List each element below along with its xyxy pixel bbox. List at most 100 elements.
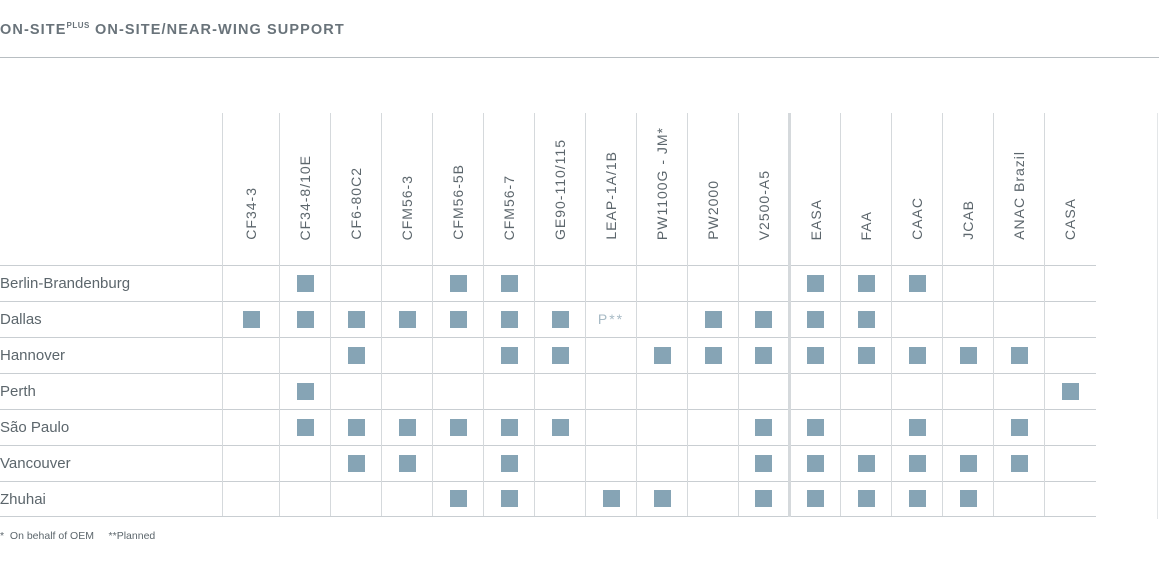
column-header: CFM56-5B bbox=[432, 113, 484, 266]
table-cell bbox=[381, 265, 433, 302]
support-mark-square-icon bbox=[959, 454, 977, 472]
column-header: CF6-80C2 bbox=[330, 113, 382, 266]
table-cell bbox=[432, 481, 484, 517]
table-cell bbox=[1044, 373, 1096, 410]
table-cell bbox=[993, 409, 1045, 446]
table-cell bbox=[942, 301, 994, 338]
column-header: FAA bbox=[840, 113, 892, 266]
table-cell bbox=[1044, 409, 1096, 446]
support-mark-square-icon bbox=[398, 310, 416, 328]
column-header-label: CF6-80C2 bbox=[348, 167, 364, 240]
table-cell bbox=[993, 337, 1045, 374]
table-cell bbox=[534, 481, 586, 517]
support-mark-square-icon bbox=[908, 346, 926, 364]
table-cell bbox=[891, 373, 943, 410]
table-cell bbox=[534, 373, 586, 410]
table-cell bbox=[381, 337, 433, 374]
support-mark-square-icon bbox=[551, 418, 569, 436]
table-cell bbox=[585, 265, 637, 302]
table-cell bbox=[738, 265, 790, 302]
table-cell bbox=[738, 445, 790, 482]
column-header-label: CF34-3 bbox=[243, 187, 259, 240]
table-cell bbox=[788, 445, 841, 482]
table-cell bbox=[534, 301, 586, 338]
table-cell bbox=[381, 373, 433, 410]
column-header-label: CFM56-7 bbox=[501, 174, 517, 240]
support-mark-square-icon bbox=[857, 490, 875, 508]
column-header-label: PW2000 bbox=[705, 180, 721, 240]
column-header: LEAP-1A/1B bbox=[585, 113, 637, 266]
table-row: Hannover bbox=[0, 337, 1096, 374]
table-row: São Paulo bbox=[0, 409, 1096, 446]
column-header: PW2000 bbox=[687, 113, 739, 266]
table-cell bbox=[279, 337, 331, 374]
table-row: Dallas P** bbox=[0, 301, 1096, 338]
table-cell bbox=[687, 265, 739, 302]
table-cell bbox=[788, 409, 841, 446]
support-mark-square-icon bbox=[908, 490, 926, 508]
column-header-label: FAA bbox=[858, 210, 874, 240]
table-cell bbox=[636, 301, 688, 338]
table-cell bbox=[483, 409, 535, 446]
title-rest: ON-SITE/NEAR-WING SUPPORT bbox=[89, 22, 345, 38]
support-matrix-table: CF34-3 CF34-8/10E CF6-80C2 CFM56-3 CFM56-5B C… bbox=[0, 113, 1096, 517]
column-header: ANAC Brazil bbox=[993, 113, 1045, 266]
support-mark-square-icon bbox=[602, 490, 620, 508]
table-cell bbox=[788, 481, 841, 517]
table-cell bbox=[330, 337, 382, 374]
table-cell bbox=[432, 373, 484, 410]
column-header-label: CFM56-5B bbox=[450, 164, 466, 240]
support-mark-square-icon bbox=[347, 310, 365, 328]
support-mark-square-icon bbox=[908, 274, 926, 292]
column-header-label: GE90-110/115 bbox=[552, 139, 568, 240]
table-cell bbox=[636, 373, 688, 410]
support-mark-square-icon bbox=[857, 274, 875, 292]
row-location-label: Perth bbox=[0, 373, 223, 410]
table-cell bbox=[534, 265, 586, 302]
table-cell bbox=[636, 445, 688, 482]
table-cell bbox=[222, 481, 280, 517]
table-cell bbox=[687, 337, 739, 374]
column-header-label: CASA bbox=[1062, 197, 1079, 240]
support-mark-square-icon bbox=[347, 454, 365, 472]
support-mark-square-icon bbox=[500, 454, 518, 472]
table-cell bbox=[840, 445, 892, 482]
title-divider bbox=[0, 57, 1159, 58]
column-header: CFM56-7 bbox=[483, 113, 535, 266]
table-cell bbox=[222, 409, 280, 446]
table-cell bbox=[585, 445, 637, 482]
table-cell bbox=[942, 481, 994, 517]
support-mark-square-icon bbox=[347, 418, 365, 436]
support-mark-square-icon bbox=[449, 274, 467, 292]
support-mark-square-icon bbox=[500, 490, 518, 508]
table-cell bbox=[942, 373, 994, 410]
column-header-row: CF34-3 CF34-8/10E CF6-80C2 CFM56-3 CFM56-5B C… bbox=[0, 113, 1096, 266]
table-cell bbox=[381, 445, 433, 482]
support-mark-square-icon bbox=[807, 454, 824, 472]
support-mark-square-icon bbox=[296, 310, 314, 328]
table-cell bbox=[330, 373, 382, 410]
column-header: PW1100G - JM* bbox=[636, 113, 688, 266]
support-mark-square-icon bbox=[908, 418, 926, 436]
table-cell bbox=[432, 301, 484, 338]
table-cell bbox=[222, 373, 280, 410]
table-cell bbox=[891, 337, 943, 374]
support-mark-square-icon bbox=[296, 274, 314, 292]
table-row: Perth bbox=[0, 373, 1096, 410]
table-cell bbox=[222, 445, 280, 482]
support-mark-square-icon bbox=[500, 310, 518, 328]
table-cell bbox=[891, 301, 943, 338]
table-cell bbox=[738, 373, 790, 410]
table-cell bbox=[585, 409, 637, 446]
table-cell bbox=[687, 481, 739, 517]
support-mark-square-icon bbox=[857, 310, 875, 328]
title-main: ON-SITE bbox=[0, 22, 67, 38]
support-mark-square-icon bbox=[347, 346, 365, 364]
table-cell bbox=[330, 409, 382, 446]
table-cell bbox=[432, 265, 484, 302]
row-location-label: Dallas bbox=[0, 301, 223, 338]
table-cell bbox=[279, 373, 331, 410]
table-cell bbox=[942, 445, 994, 482]
title-superscript: PLUS bbox=[66, 21, 90, 30]
support-mark-square-icon bbox=[653, 490, 671, 508]
